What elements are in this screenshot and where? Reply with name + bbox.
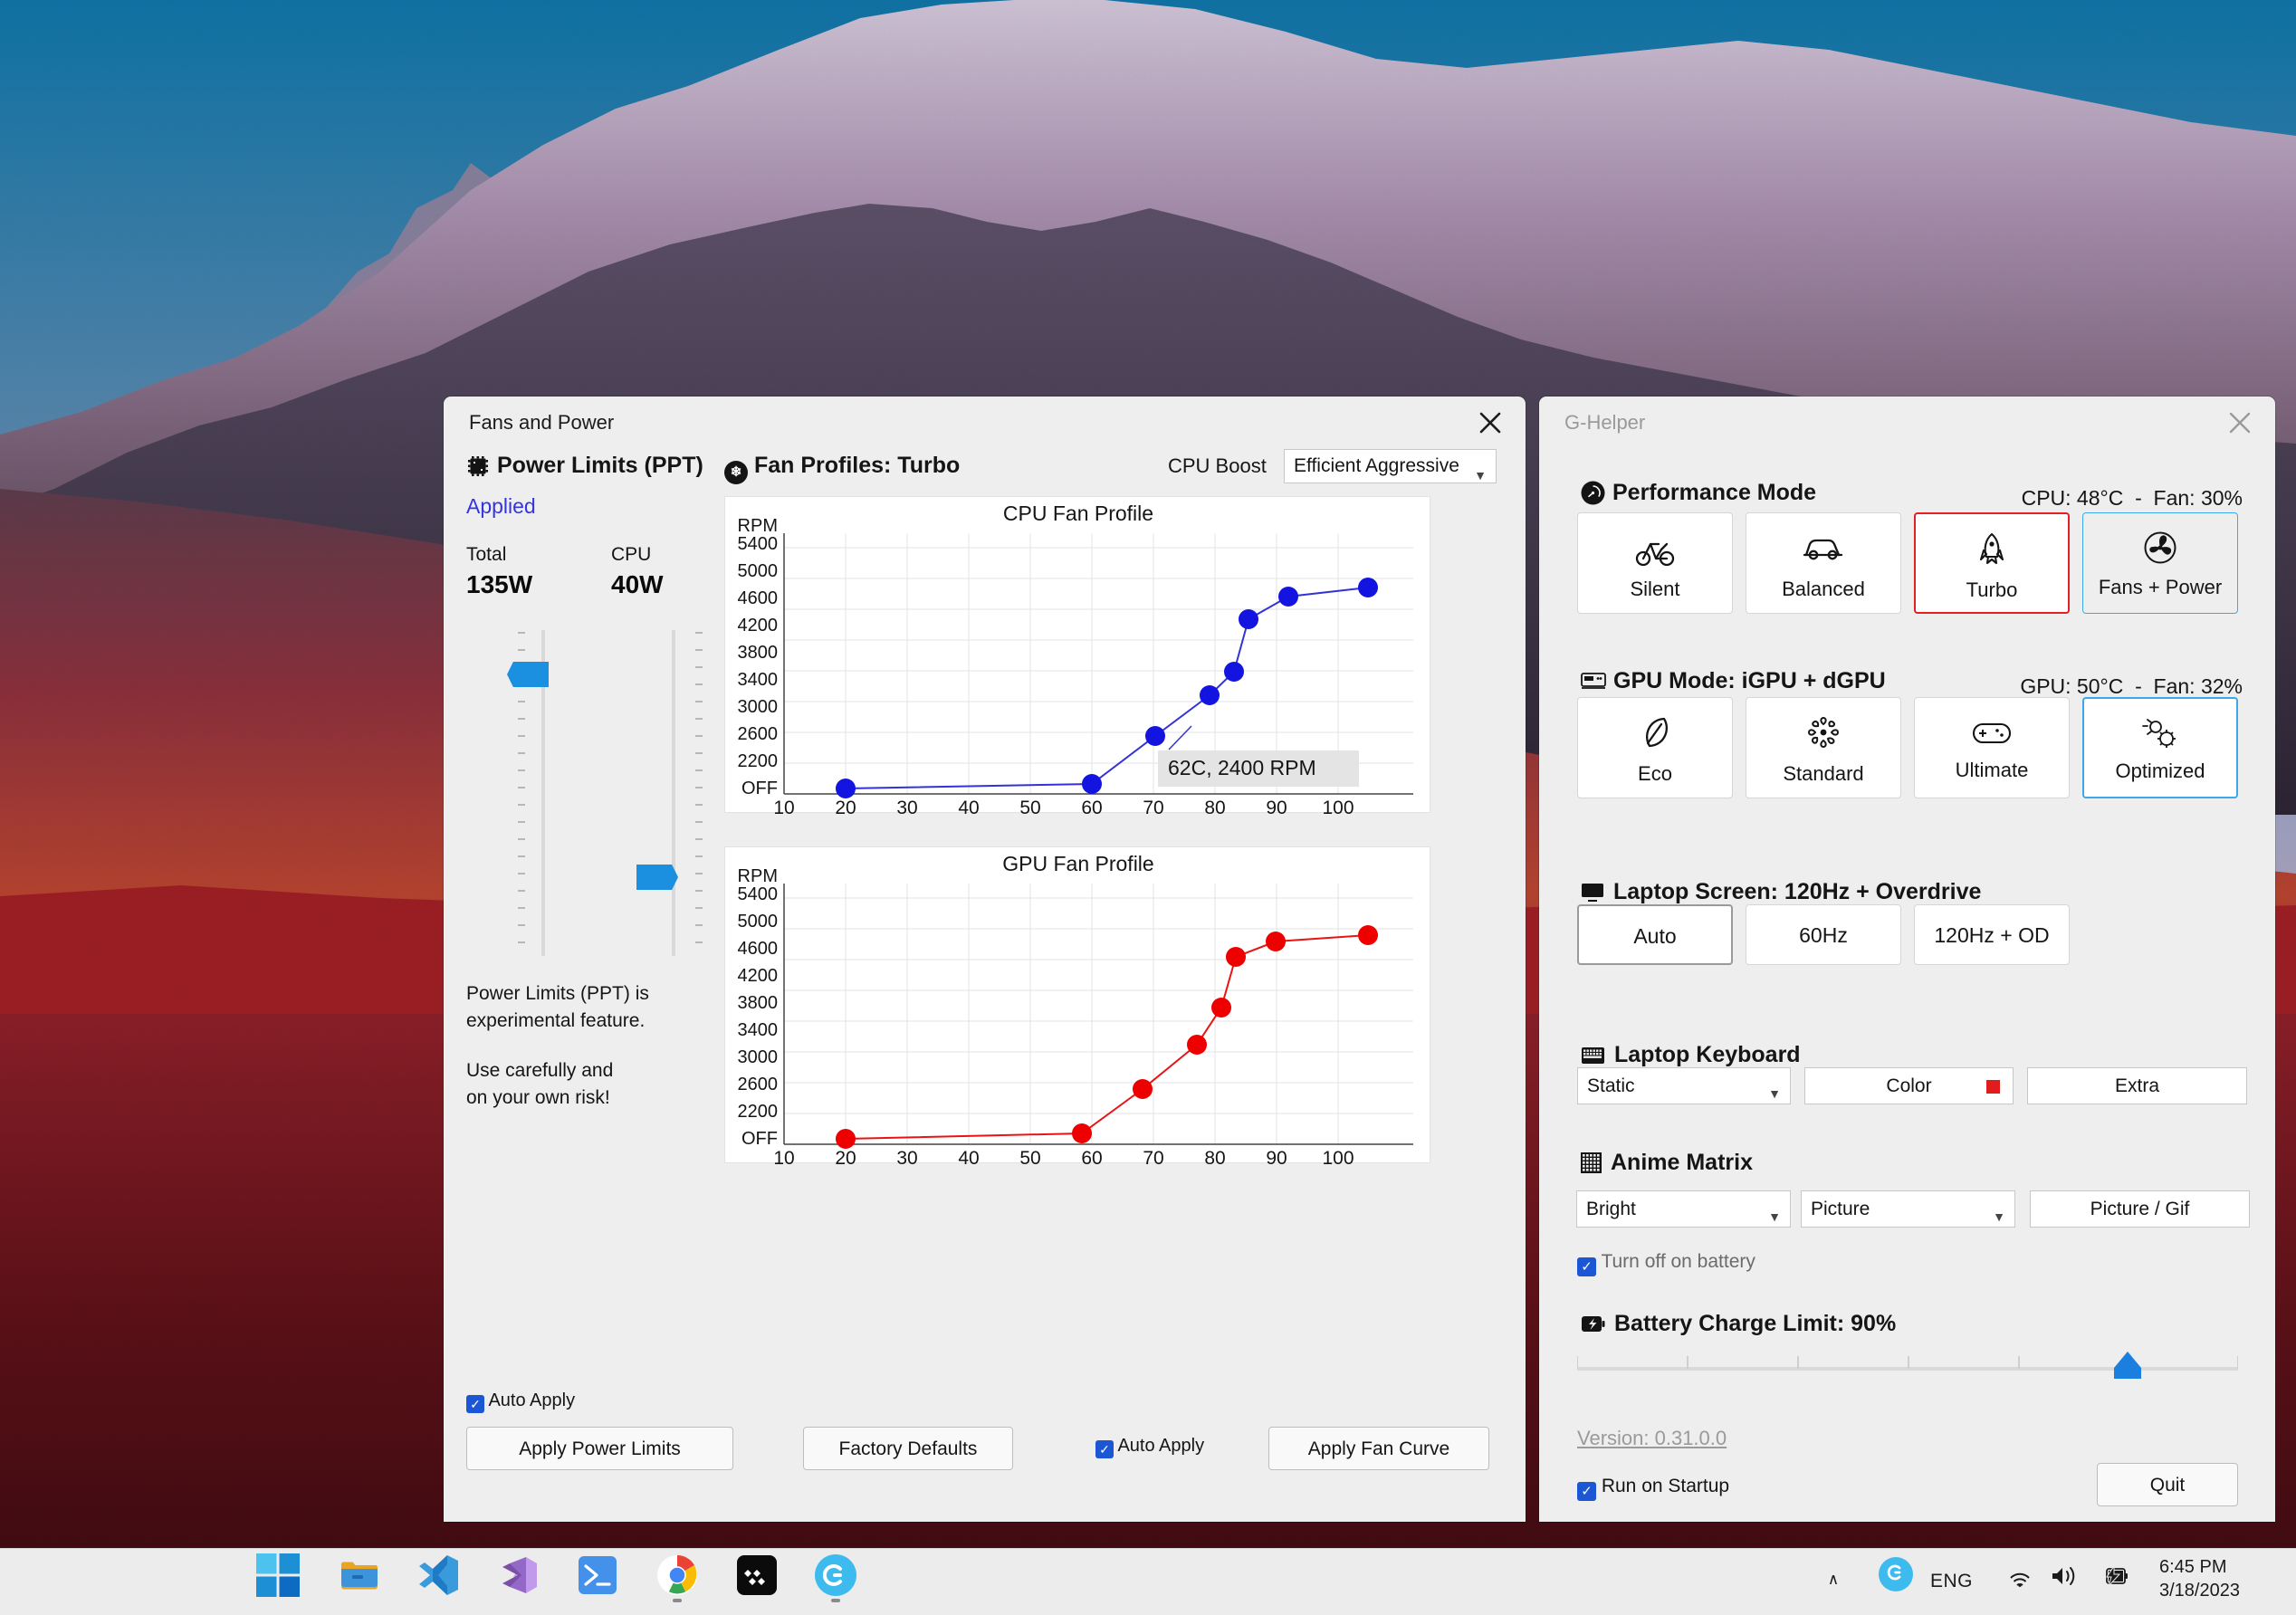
svg-text:OFF: OFF [741, 1129, 778, 1149]
svg-text:3000: 3000 [738, 1047, 779, 1067]
svg-text:4600: 4600 [738, 588, 779, 608]
svg-text:5000: 5000 [738, 912, 779, 932]
svg-text:20: 20 [835, 1148, 856, 1164]
svg-text:RPM: RPM [738, 866, 778, 886]
svg-text:100: 100 [1322, 1148, 1354, 1164]
svg-text:3400: 3400 [738, 670, 779, 690]
svg-text:5400: 5400 [738, 534, 779, 554]
svg-text:3400: 3400 [738, 1020, 779, 1040]
svg-text:2600: 2600 [738, 724, 779, 744]
svg-text:3800: 3800 [738, 993, 779, 1013]
svg-text:10: 10 [773, 1148, 794, 1164]
svg-text:5400: 5400 [738, 884, 779, 904]
svg-text:60: 60 [1081, 1148, 1102, 1164]
svg-text:50: 50 [1019, 1148, 1040, 1164]
svg-text:5000: 5000 [738, 561, 779, 581]
svg-text:20: 20 [835, 798, 856, 814]
svg-text:50: 50 [1019, 798, 1040, 814]
svg-text:30: 30 [896, 1148, 917, 1164]
svg-text:3000: 3000 [738, 697, 779, 717]
svg-text:RPM: RPM [738, 516, 778, 536]
svg-text:GPU Fan Profile: GPU Fan Profile [1002, 852, 1153, 875]
svg-text:90: 90 [1266, 798, 1287, 814]
svg-text:70: 70 [1143, 1148, 1163, 1164]
svg-text:100: 100 [1322, 798, 1354, 814]
svg-text:2200: 2200 [738, 1102, 779, 1122]
svg-text:40: 40 [958, 1148, 979, 1164]
svg-text:4600: 4600 [738, 939, 779, 959]
svg-text:40: 40 [958, 798, 979, 814]
svg-text:3800: 3800 [738, 643, 779, 663]
svg-text:80: 80 [1204, 798, 1225, 814]
svg-text:4200: 4200 [738, 966, 779, 986]
svg-text:CPU Fan Profile: CPU Fan Profile [1003, 502, 1153, 525]
svg-text:30: 30 [896, 798, 917, 814]
svg-text:OFF: OFF [741, 779, 778, 798]
svg-text:80: 80 [1204, 1148, 1225, 1164]
svg-text:2200: 2200 [738, 751, 779, 771]
svg-text:10: 10 [773, 798, 794, 814]
svg-text:90: 90 [1266, 1148, 1287, 1164]
svg-text:60: 60 [1081, 798, 1102, 814]
svg-text:62C, 2400 RPM: 62C, 2400 RPM [1168, 756, 1316, 779]
svg-text:2600: 2600 [738, 1075, 779, 1094]
svg-text:4200: 4200 [738, 616, 779, 635]
svg-text:70: 70 [1143, 798, 1163, 814]
